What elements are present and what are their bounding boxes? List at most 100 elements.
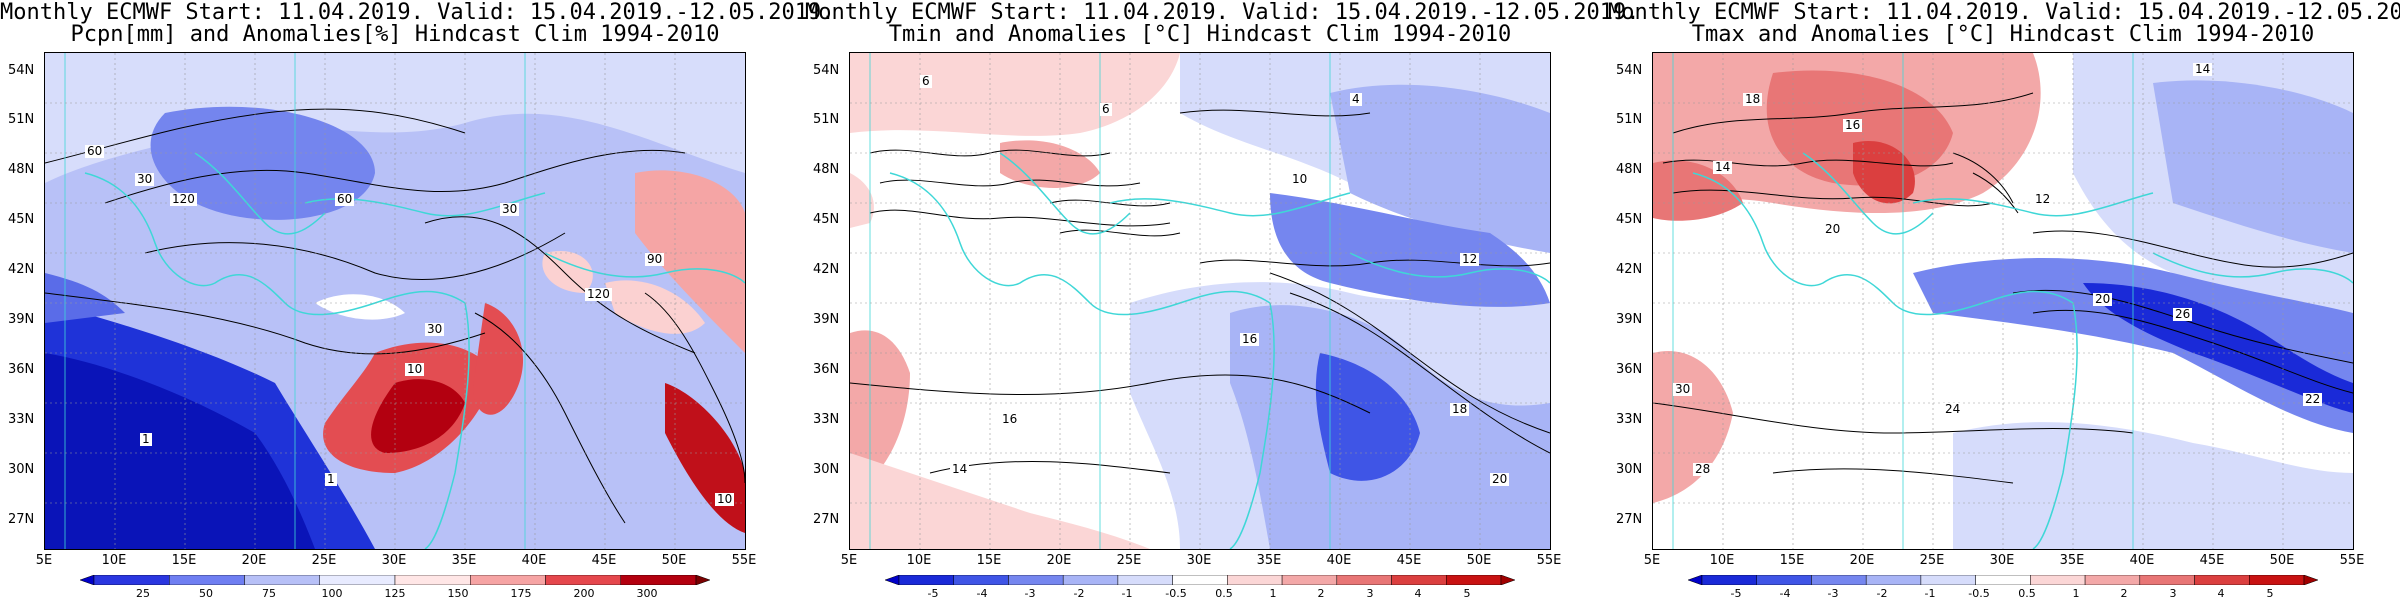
contour-label: 6 [1100,102,1112,116]
lat-label: 33N [813,412,840,427]
colorbar-segment [93,575,170,585]
contour-label: 28 [1693,462,1713,476]
panel-subtitle: Tmin and Anomalies [°C] Hindcast Clim 19… [888,22,1512,47]
colorbar-segment [953,575,1009,585]
lat-label: 33N [1616,412,1643,427]
contour-label: 14 [1713,160,1733,174]
colorbar-tick: -3 [1827,587,1839,600]
colorbar-segment [1446,575,1502,585]
colorbar-tick: 75 [262,587,276,600]
lat-label: 48N [1616,162,1643,177]
lon-label: 55E [731,553,757,568]
contour-label: 10 [1290,172,1310,186]
colorbar-tick: -0.5 [1968,587,1990,600]
lon-label: 10E [1709,553,1735,568]
colorbar-segment [2194,575,2250,585]
colorbar-tick: 1 [1269,587,1277,600]
contour-label: 22 [2303,392,2323,406]
contour-label: 30 [425,322,445,336]
lon-label: 20E [1046,553,1072,568]
contour-label: 16 [1240,332,1260,346]
lon-label: 10E [101,553,127,568]
lat-label: 45N [813,212,840,227]
colorbar-segment [1920,575,1976,585]
colorbar-segment [1756,575,1812,585]
colorbar-tick: 100 [321,587,343,600]
colorbar-segment [169,575,245,585]
contour-label: 12 [2033,192,2053,206]
lon-label: 50E [1466,553,1492,568]
lon-label: 55E [1536,553,1562,568]
lat-label: 30N [813,462,840,477]
colorbar-tick: -2 [1876,587,1888,600]
colorbar-segment [1975,575,2031,585]
lat-label: 48N [8,162,35,177]
colorbar-tick: 5 [2266,587,2274,600]
contour-label: 16 [1000,412,1020,426]
colorbar-segment [2249,575,2305,585]
colorbar-segment [1701,575,1757,585]
colorbar-tick: 1 [2072,587,2080,600]
lat-label: 36N [813,362,840,377]
colorbar-tick: 0.5 [2018,587,2036,600]
tmin-colorbar [885,575,1515,585]
colorbar-tick: -5 [927,587,939,600]
contour-label: 14 [950,462,970,476]
panel-title: Monthly ECMWF Start: 11.04.2019. Valid: … [805,0,1640,25]
colorbar-segment [470,575,546,585]
colorbar-tick: 4 [1414,587,1422,600]
panel-subtitle: Pcpn[mm] and Anomalies[%] Hindcast Clim … [70,22,720,47]
colorbar-high-arrow [1500,575,1515,585]
contour-label: 60 [335,192,355,206]
lon-label: 45E [591,553,617,568]
colorbar-tick: 4 [2217,587,2225,600]
lon-label: 35E [1256,553,1282,568]
contour-label: 6 [920,74,932,88]
lat-label: 30N [8,462,35,477]
lat-label: 27N [1616,512,1643,527]
colorbar-low-arrow [885,575,900,585]
precip-map: 60 30 120 60 30 90 120 1 1 10 10 30 [44,52,746,550]
colorbar-tick: 200 [573,587,595,600]
lat-label: 51N [8,112,35,127]
colorbar-segment [394,575,471,585]
panel-title: Monthly ECMWF Start: 11.04.2019. Valid: … [0,0,835,25]
lon-label: 30E [1989,553,2015,568]
lat-label: 39N [1616,312,1643,327]
tmax-map: 14 18 16 14 20 12 20 26 30 24 28 22 [1652,52,2354,550]
colorbar-segment [1008,575,1064,585]
contour-label: 30 [135,172,155,186]
colorbar-segment [620,575,697,585]
colorbar-segment [545,575,621,585]
contour-label: 30 [500,202,520,216]
lat-label: 48N [813,162,840,177]
lat-label: 39N [8,312,35,327]
colorbar-tick: 2 [2120,587,2128,600]
lat-label: 36N [1616,362,1643,377]
lon-label: 25E [1919,553,1945,568]
colorbar-tick: 50 [199,587,213,600]
lat-label: 33N [8,412,35,427]
lat-label: 51N [813,112,840,127]
colorbar-tick: 0.5 [1215,587,1233,600]
lon-label: 45E [2199,553,2225,568]
contour-label: 60 [85,144,105,158]
tmax-panel: Monthly ECMWF Start: 11.04.2019. Valid: … [1608,0,2400,600]
lon-label: 5E [840,553,858,568]
contour-label: 20 [1490,472,1510,486]
lon-label: 5E [1643,553,1661,568]
contour-label: 10 [405,362,425,376]
lon-label: 35E [451,553,477,568]
lat-label: 45N [1616,212,1643,227]
contour-label: 20 [1823,222,1843,236]
lat-label: 42N [1616,262,1643,277]
contour-label: 120 [170,192,197,206]
contour-label: 10 [715,492,735,506]
colorbar-segment [319,575,396,585]
lat-label: 54N [1616,63,1643,78]
colorbar-segment [1865,575,1922,585]
colorbar-segment [1062,575,1119,585]
contour-label: 120 [585,287,612,301]
lat-label: 27N [8,512,35,527]
lat-label: 42N [8,262,35,277]
